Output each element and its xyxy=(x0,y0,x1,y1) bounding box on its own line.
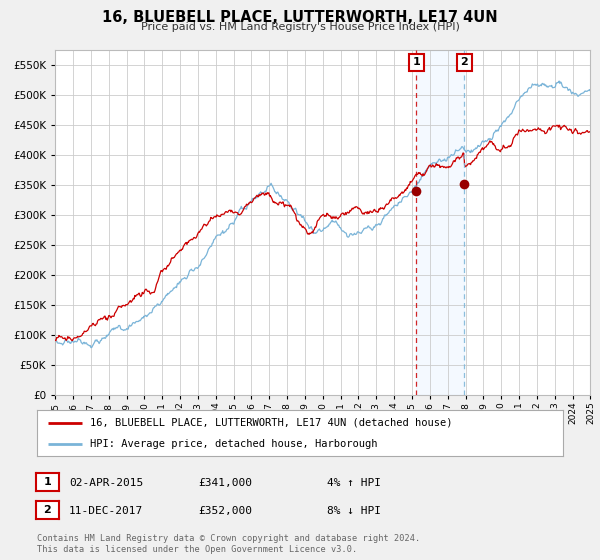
Text: 16, BLUEBELL PLACE, LUTTERWORTH, LE17 4UN (detached house): 16, BLUEBELL PLACE, LUTTERWORTH, LE17 4U… xyxy=(90,418,452,428)
Text: Price paid vs. HM Land Registry's House Price Index (HPI): Price paid vs. HM Land Registry's House … xyxy=(140,22,460,32)
Text: 2: 2 xyxy=(44,505,51,515)
Text: 8% ↓ HPI: 8% ↓ HPI xyxy=(327,506,381,516)
Text: 02-APR-2015: 02-APR-2015 xyxy=(69,478,143,488)
Bar xyxy=(416,50,464,395)
Text: £352,000: £352,000 xyxy=(198,506,252,516)
Text: 16, BLUEBELL PLACE, LUTTERWORTH, LE17 4UN: 16, BLUEBELL PLACE, LUTTERWORTH, LE17 4U… xyxy=(102,10,498,25)
Text: HPI: Average price, detached house, Harborough: HPI: Average price, detached house, Harb… xyxy=(90,439,377,449)
Text: £341,000: £341,000 xyxy=(198,478,252,488)
Text: 2: 2 xyxy=(461,58,469,67)
Text: 11-DEC-2017: 11-DEC-2017 xyxy=(69,506,143,516)
Text: 1: 1 xyxy=(413,58,421,67)
Text: Contains HM Land Registry data © Crown copyright and database right 2024.: Contains HM Land Registry data © Crown c… xyxy=(37,534,421,543)
Text: 4% ↑ HPI: 4% ↑ HPI xyxy=(327,478,381,488)
Text: 1: 1 xyxy=(44,477,51,487)
Text: This data is licensed under the Open Government Licence v3.0.: This data is licensed under the Open Gov… xyxy=(37,545,358,554)
